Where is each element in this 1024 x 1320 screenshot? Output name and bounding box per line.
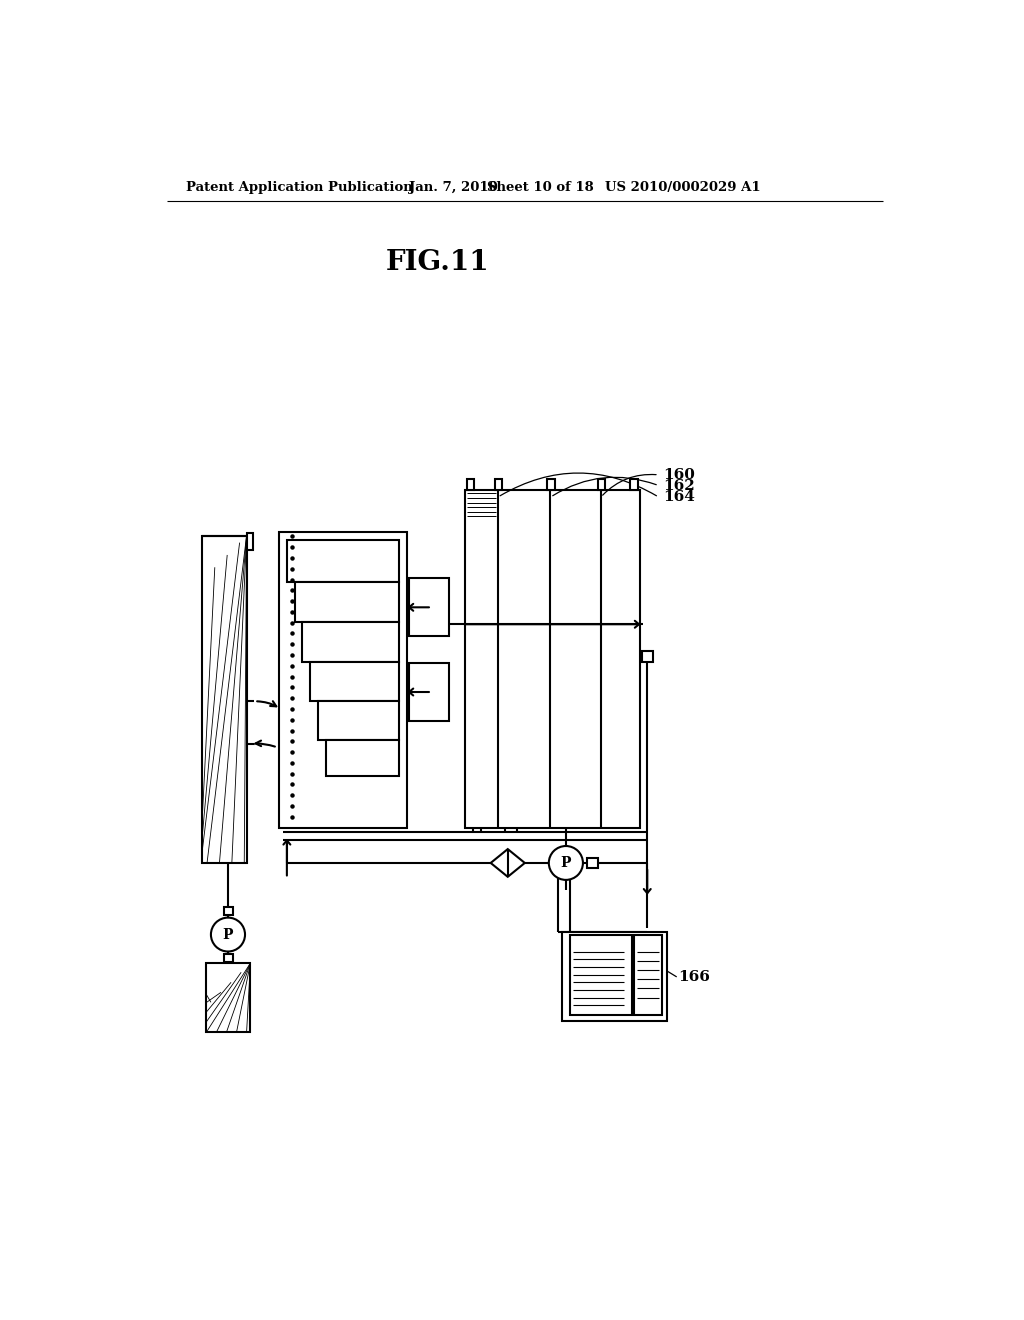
- Text: 164: 164: [663, 490, 694, 504]
- Text: Patent Application Publication: Patent Application Publication: [186, 181, 413, 194]
- Text: P: P: [223, 928, 233, 941]
- Bar: [569, 936, 632, 1015]
- Bar: [224, 954, 232, 962]
- Bar: [310, 663, 399, 701]
- Bar: [562, 932, 667, 1020]
- Bar: [467, 479, 474, 490]
- Text: 160: 160: [663, 467, 694, 482]
- Text: P: P: [560, 855, 571, 870]
- Bar: [295, 582, 399, 622]
- Bar: [326, 739, 399, 776]
- Bar: [302, 622, 399, 663]
- Bar: [587, 858, 598, 869]
- Bar: [547, 479, 555, 490]
- Bar: [409, 578, 449, 636]
- Bar: [287, 540, 399, 582]
- Bar: [598, 479, 605, 490]
- Bar: [206, 964, 251, 1032]
- Text: FIG.11: FIG.11: [386, 249, 489, 276]
- Bar: [409, 663, 449, 721]
- Bar: [630, 479, 638, 490]
- Bar: [317, 701, 399, 739]
- Bar: [642, 651, 652, 663]
- Polygon shape: [490, 849, 524, 876]
- Bar: [280, 532, 407, 829]
- Circle shape: [549, 846, 583, 880]
- Text: Jan. 7, 2010: Jan. 7, 2010: [410, 181, 498, 194]
- Bar: [495, 479, 503, 490]
- Bar: [247, 533, 253, 549]
- Text: US 2010/0002029 A1: US 2010/0002029 A1: [605, 181, 761, 194]
- Bar: [634, 936, 662, 1015]
- Bar: [465, 490, 640, 829]
- Bar: [202, 536, 247, 863]
- Text: Sheet 10 of 18: Sheet 10 of 18: [486, 181, 594, 194]
- Circle shape: [211, 917, 245, 952]
- Text: 166: 166: [678, 970, 710, 983]
- Text: 162: 162: [663, 479, 694, 492]
- Bar: [224, 907, 232, 915]
